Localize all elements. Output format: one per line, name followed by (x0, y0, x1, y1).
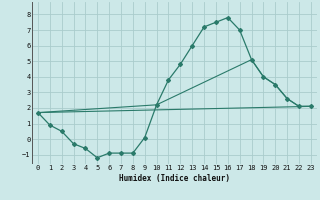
X-axis label: Humidex (Indice chaleur): Humidex (Indice chaleur) (119, 174, 230, 183)
